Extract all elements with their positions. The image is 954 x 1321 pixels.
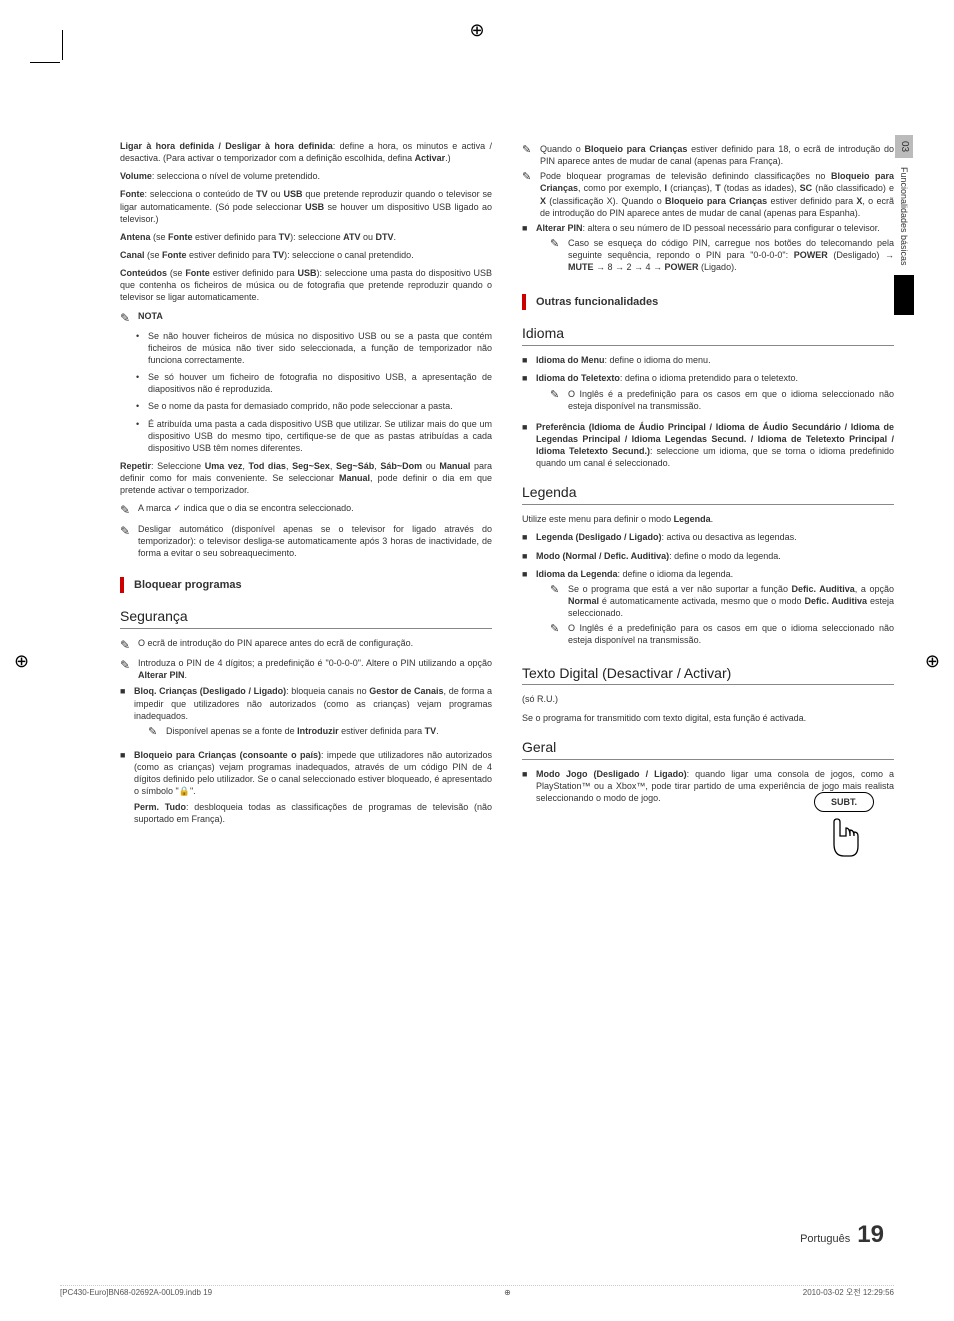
subt-remote-hint: SUBT. <box>814 792 874 867</box>
heading-texto-digital: Texto Digital (Desactivar / Activar) <box>522 664 894 686</box>
nota-heading: ✎ NOTA <box>120 310 492 326</box>
para-legenda-intro: Utilize este menu para definir o modo Le… <box>522 513 894 525</box>
note-icon: ✎ <box>120 310 138 326</box>
heading-idioma: Idioma <box>522 324 894 346</box>
item-legenda-onoff: Legenda (Desligado / Ligado): activa ou … <box>522 531 894 543</box>
item-idioma-teletexto: Idioma do Teletexto: defina o idioma pre… <box>522 372 894 414</box>
note-icon: ✎ <box>148 725 166 740</box>
nota-item: É atribuída uma pasta a cada dispositivo… <box>148 418 492 454</box>
heading-legenda: Legenda <box>522 483 894 505</box>
page-number: 19 <box>857 1221 884 1248</box>
note-icon: ✎ <box>522 170 540 219</box>
nota-item: Se não houver ficheiros de música no dis… <box>148 330 492 366</box>
print-metadata: [PC430-Euro]BN68-02692A-00L09.indb 19 ⊕ … <box>60 1285 894 1299</box>
subt-button-label: SUBT. <box>814 792 874 812</box>
item-modo-legenda: Modo (Normal / Defic. Auditiva): define … <box>522 550 894 562</box>
square-bullet <box>120 685 134 742</box>
registration-mark-right: ⊕ <box>925 648 940 672</box>
nota-item: Se o nome da pasta for demasiado comprid… <box>148 400 492 412</box>
tab-marker <box>894 275 914 315</box>
item-bloqueio-criancas-pais: Bloqueio para Crianças (consoante o país… <box>120 749 492 832</box>
square-bullet <box>522 768 536 804</box>
item-idioma-legenda: Idioma da Legenda: define o idioma da le… <box>522 568 894 650</box>
item-idioma-menu: Idioma do Menu: define o idioma do menu. <box>522 354 894 366</box>
square-bullet <box>522 354 536 366</box>
note-esquecer-pin: ✎ Caso se esqueça do código PIN, carregu… <box>550 237 894 273</box>
note-defic-auditiva: ✎ Se o programa que está a ver não supor… <box>550 583 894 619</box>
note-icon: ✎ <box>120 502 138 518</box>
note-icon: ✎ <box>550 622 568 646</box>
square-bullet <box>522 531 536 543</box>
square-bullet <box>120 749 134 832</box>
square-bullet <box>522 421 536 470</box>
note-icon: ✎ <box>550 237 568 273</box>
note-bloqueio-18: ✎ Quando o Bloqueio para Crianças estive… <box>522 143 894 167</box>
section-marker <box>522 294 526 310</box>
note-icon: ✎ <box>550 583 568 619</box>
print-timestamp: 2010-03-02 오전 12:29:56 <box>803 1288 894 1299</box>
note-icon: ✎ <box>120 657 138 681</box>
item-alterar-pin: Alterar PIN: altera o seu número de ID p… <box>522 222 894 277</box>
registration-mark-left: ⊕ <box>14 648 29 672</box>
square-bullet <box>522 222 536 277</box>
para-conteudos: Conteúdos (se Fonte estiver definido par… <box>120 267 492 303</box>
chapter-label: Funcionalidades básicas <box>896 161 912 272</box>
section-bloquear-programas: Bloquear programas <box>120 577 492 593</box>
crop-mark <box>62 30 63 60</box>
para-texto-digital: Se o programa for transmitido com texto … <box>522 712 894 724</box>
heading-seguranca: Segurança <box>120 607 492 629</box>
item-preferencia-idiomas: Preferência (Idioma de Áudio Principal /… <box>522 421 894 470</box>
print-filename: [PC430-Euro]BN68-02692A-00L09.indb 19 <box>60 1288 212 1299</box>
item-bloq-criancas: Bloq. Crianças (Desligado / Ligado): blo… <box>120 685 492 742</box>
para-canal: Canal (se Fonte estiver definido para TV… <box>120 249 492 261</box>
section-marker <box>120 577 124 593</box>
square-bullet <box>522 550 536 562</box>
left-column: Ligar à hora definida / Desligar à hora … <box>120 140 492 838</box>
nota-item: Se só houver um ficheiro de fotografia n… <box>148 371 492 395</box>
para-repetir: Repetir: Seleccione Uma vez, Tod dias, S… <box>120 460 492 496</box>
para-so-ru: (só R.U.) <box>522 693 894 705</box>
note-icon: ✎ <box>550 388 568 412</box>
para-antena: Antena (se Fonte estiver definido para T… <box>120 231 492 243</box>
note-desligar-auto: ✎ Desligar automático (disponível apenas… <box>120 523 492 559</box>
note-disponivel-tv: ✎ Disponível apenas se a fonte de Introd… <box>148 725 492 740</box>
note-marca-dia: ✎ A marca ✓ indica que o dia se encontra… <box>120 502 492 518</box>
chapter-number: 03 <box>895 135 913 158</box>
square-bullet <box>522 372 536 414</box>
footer-language: Português <box>800 1233 850 1245</box>
note-pin-default: ✎ Introduza o PIN de 4 dígitos; a predef… <box>120 657 492 681</box>
note-icon: ✎ <box>522 143 540 167</box>
nota-list: Se não houver ficheiros de música no dis… <box>120 330 492 454</box>
para-fonte: Fonte: selecciona o conteúdo de TV ou US… <box>120 188 492 224</box>
hand-pointer-icon <box>814 814 864 864</box>
print-reg-icon: ⊕ <box>504 1288 511 1299</box>
section-outras-funcionalidades: Outras funcionalidades <box>522 294 894 310</box>
note-classificacoes: ✎ Pode bloquear programas de televisão d… <box>522 170 894 219</box>
note-icon: ✎ <box>120 637 138 653</box>
square-bullet <box>522 568 536 650</box>
note-icon: ✎ <box>120 523 138 559</box>
registration-mark-top: ⊕ <box>469 18 484 42</box>
chapter-tab: 03 Funcionalidades básicas <box>894 135 914 315</box>
para-ligar-hora: Ligar à hora definida / Desligar à hora … <box>120 140 492 164</box>
note-pin-ecra: ✎ O ecrã de introdução do PIN aparece an… <box>120 637 492 653</box>
note-ingles-default: ✎ O Inglês é a predefinição para os caso… <box>550 388 894 412</box>
lock-icon <box>179 786 190 796</box>
para-volume: Volume: selecciona o nível de volume pre… <box>120 170 492 182</box>
crop-mark <box>30 62 60 63</box>
right-column: ✎ Quando o Bloqueio para Crianças estive… <box>522 140 894 838</box>
note-ingles-default-legenda: ✎ O Inglês é a predefinição para os caso… <box>550 622 894 646</box>
page-footer: Português 19 <box>800 1219 884 1251</box>
heading-geral: Geral <box>522 738 894 760</box>
